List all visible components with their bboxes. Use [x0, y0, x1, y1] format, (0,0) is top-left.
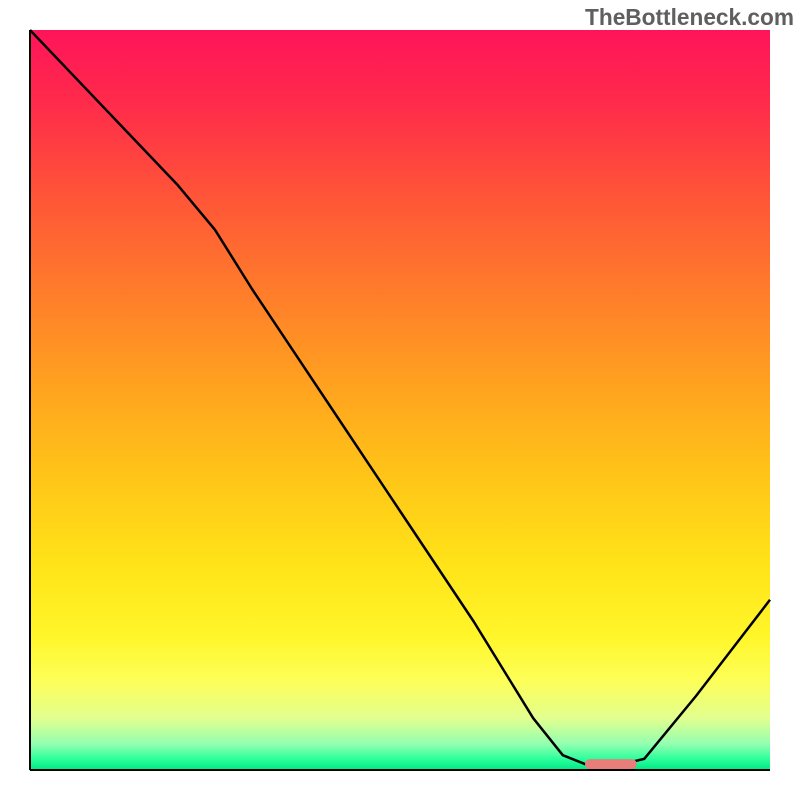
margin-bottom [0, 770, 800, 800]
chart-container: TheBottleneck.com [0, 0, 800, 800]
bottleneck-chart [0, 0, 800, 800]
optimal-range-marker [585, 759, 637, 769]
margin-left [0, 0, 30, 800]
margin-right [770, 0, 800, 800]
chart-background [30, 30, 770, 770]
watermark-label: TheBottleneck.com [585, 4, 794, 31]
